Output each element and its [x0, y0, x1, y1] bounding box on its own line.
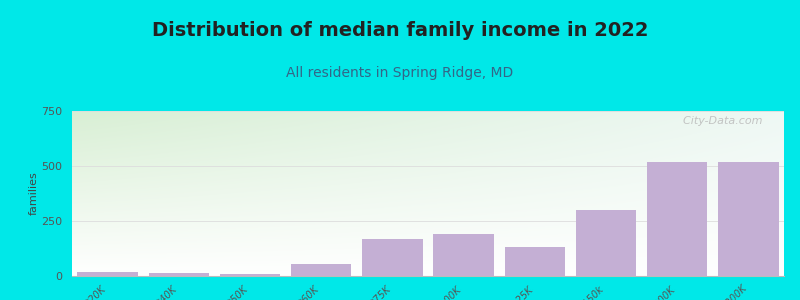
Bar [291, 264, 351, 276]
Text: Distribution of median family income in 2022: Distribution of median family income in … [152, 21, 648, 40]
Bar [220, 274, 280, 276]
Bar [576, 210, 636, 276]
Bar [434, 234, 494, 276]
Bar [647, 162, 707, 276]
Bar [718, 162, 778, 276]
Y-axis label: families: families [28, 172, 38, 215]
Text: All residents in Spring Ridge, MD: All residents in Spring Ridge, MD [286, 66, 514, 80]
Bar [149, 273, 209, 276]
Bar [78, 272, 138, 276]
Bar [362, 238, 422, 276]
Bar [505, 248, 565, 276]
Text: City-Data.com: City-Data.com [676, 116, 762, 126]
